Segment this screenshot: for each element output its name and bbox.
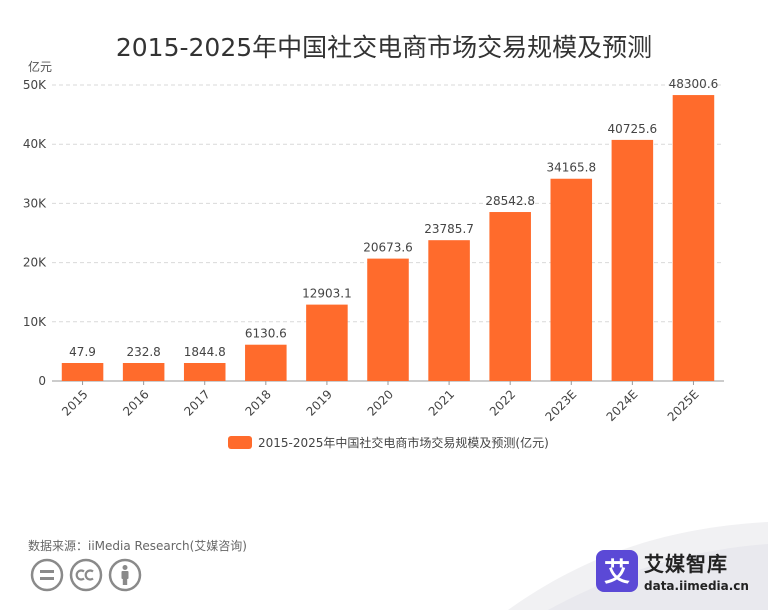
bar-2015 [61, 363, 104, 381]
license-icons [30, 558, 142, 592]
data-label-2016: 232.8 [126, 345, 160, 359]
bar-chart: 0 10K 20K 30K 40K 50K 47.9 2015 232.8 2016 1844.8 2… [23, 77, 724, 424]
brand: 艾 艾媒智库 data.iimedia.cn [596, 548, 749, 593]
bar-2024E [611, 139, 654, 381]
legend-swatch [228, 436, 252, 449]
bar-2017 [183, 363, 226, 381]
data-label-2021: 23785.7 [424, 222, 474, 236]
y-tick-label: 0 [38, 374, 46, 388]
x-tick-label-2021: 2021 [426, 387, 457, 418]
y-tick-label: 50K [23, 78, 47, 92]
bar-2022 [489, 212, 531, 381]
data-label-2020: 20673.6 [363, 241, 413, 255]
bar-2018 [245, 344, 287, 381]
data-source: 数据来源：iiMedia Research(艾媒咨询) [28, 539, 247, 553]
brand-logo: 艾 [596, 549, 638, 592]
data-label-2017: 1844.8 [184, 345, 226, 359]
data-label-2024E: 40725.6 [608, 122, 658, 136]
legend-label: 2015-2025年中国社交电商市场交易规模及预测(亿元) [258, 436, 549, 450]
x-tick-label-2022: 2022 [487, 387, 518, 418]
y-tick-label: 10K [23, 315, 47, 329]
y-tick-label: 40K [23, 137, 47, 151]
bar-2019 [306, 304, 348, 381]
x-tick-label-2017: 2017 [181, 387, 212, 418]
x-tick-label-2018: 2018 [242, 387, 273, 418]
data-label-2019: 12903.1 [302, 287, 352, 301]
x-tick-label-2023E: 2023E [543, 387, 580, 424]
corner-decoration [508, 522, 768, 610]
cc-no-derivatives-icon [30, 558, 64, 592]
chart-title: 2015-2025年中国社交电商市场交易规模及预测 [115, 33, 653, 62]
data-label-2022: 28542.8 [485, 194, 535, 208]
data-label-2015: 47.9 [69, 345, 96, 359]
data-label-2023E: 34165.8 [546, 161, 596, 175]
cc-attribution-icon [108, 558, 142, 592]
bar-2023E [550, 178, 593, 381]
y-tick-label: 20K [23, 256, 47, 270]
bar-2016 [122, 363, 165, 381]
y-tick-label: 30K [23, 196, 47, 210]
data-label-2018: 6130.6 [245, 327, 287, 341]
data-label-2025E: 48300.6 [669, 77, 719, 91]
x-tick-label-2024E: 2024E [604, 387, 641, 424]
y-axis-unit: 亿元 [28, 60, 53, 74]
bar-2021 [428, 240, 470, 381]
legend[interactable]: 2015-2025年中国社交电商市场交易规模及预测(亿元) [228, 434, 549, 451]
x-tick-label-2020: 2020 [365, 387, 396, 418]
x-tick-label-2019: 2019 [304, 387, 335, 418]
brand-url: data.iimedia.cn [644, 579, 749, 593]
brand-name: 艾媒智库 [644, 552, 728, 576]
bar-2025E [672, 95, 715, 381]
cc-creative-commons-icon [69, 558, 103, 592]
x-tick-label-2025E: 2025E [665, 387, 702, 424]
x-tick-label-2016: 2016 [120, 387, 151, 418]
x-tick-label-2015: 2015 [59, 387, 90, 418]
bar-2020 [367, 258, 409, 381]
